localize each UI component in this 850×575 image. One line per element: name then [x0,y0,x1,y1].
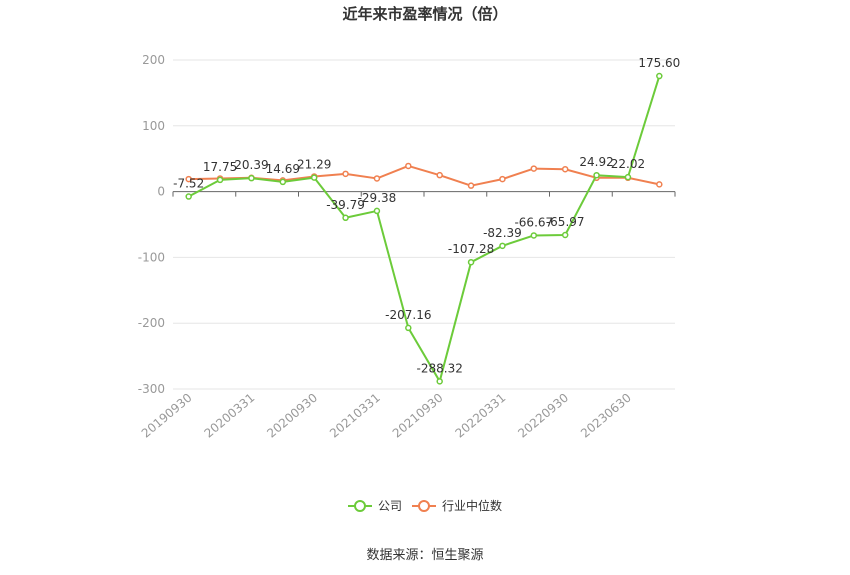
legend-label: 行业中位数 [442,498,502,513]
data-label: 14.69 [266,162,300,176]
legend-marker-icon [418,500,430,512]
legend-item-industry[interactable]: 行业中位数 [412,498,502,513]
industry-point [499,175,506,183]
company-point [342,214,349,222]
data-label: 20.39 [234,158,268,172]
industry-point [656,181,663,188]
company-point [185,193,192,200]
data-label: 175.60 [638,56,680,70]
data-label: 22.02 [611,157,645,171]
legend-marker-icon [354,500,366,512]
data-label: -207.16 [385,308,431,322]
industry-point [436,171,443,179]
data-label: 17.75 [203,160,237,174]
legend-label: 公司 [378,499,402,513]
x-tick-label: 20190930 [139,391,195,441]
data-label: -39.79 [326,198,365,212]
x-tick-label: 20230630 [578,391,634,441]
legend[interactable]: 公司 行业中位数 [348,498,502,513]
x-tick-label: 20220930 [515,391,571,441]
plot-area [185,72,663,385]
company-point [310,174,318,181]
y-tick-label: 200 [142,53,165,67]
company-point [248,174,255,182]
y-tick-label: 0 [157,185,165,199]
company-point [593,171,600,179]
x-tick-label: 20210930 [390,391,446,441]
data-label: -66.67 [514,215,553,229]
data-label: -288.32 [417,361,463,375]
y-tick-label: -100 [138,250,165,264]
industry-point [342,170,349,178]
industry-point [185,175,192,183]
company-point [373,207,381,215]
y-tick-label: -200 [138,316,165,330]
company-point [624,173,632,181]
data-label: -65.97 [546,215,585,229]
industry-point [467,182,475,189]
data-label: -29.38 [358,191,397,205]
x-tick-label: 20210331 [327,391,383,441]
x-tick-label: 20200930 [264,391,320,441]
data-label: -7.52 [173,177,204,191]
source-note: 数据来源：恒生聚源 [366,548,483,563]
company-point [216,176,224,184]
x-tick-label: 20200331 [202,391,258,441]
y-tick-label: -300 [138,382,165,396]
industry-point [373,175,381,182]
x-tick-label: 20220331 [453,391,509,441]
industry-point [561,165,569,173]
y-tick-label: 100 [142,119,165,133]
chart-title: 近年来市盈率情况（倍） [342,5,507,23]
data-label: -82.39 [483,226,522,240]
data-label: 21.29 [297,158,331,172]
company-point [436,378,443,385]
data-label: -107.28 [448,242,494,256]
company-point [467,258,475,266]
data-label: 24.92 [579,155,613,169]
industry-point [530,165,538,172]
series-line-company [188,75,661,383]
company-point [279,178,287,186]
industry-point [405,162,412,170]
company-point [499,242,506,250]
company-point [405,324,412,332]
company-point [530,232,538,239]
company-point [656,72,663,80]
legend-item-company[interactable]: 公司 [348,499,402,513]
y-axis: 200 100 0 -100 -200 -300 [138,53,165,396]
grid [173,59,675,390]
company-point [561,231,569,239]
